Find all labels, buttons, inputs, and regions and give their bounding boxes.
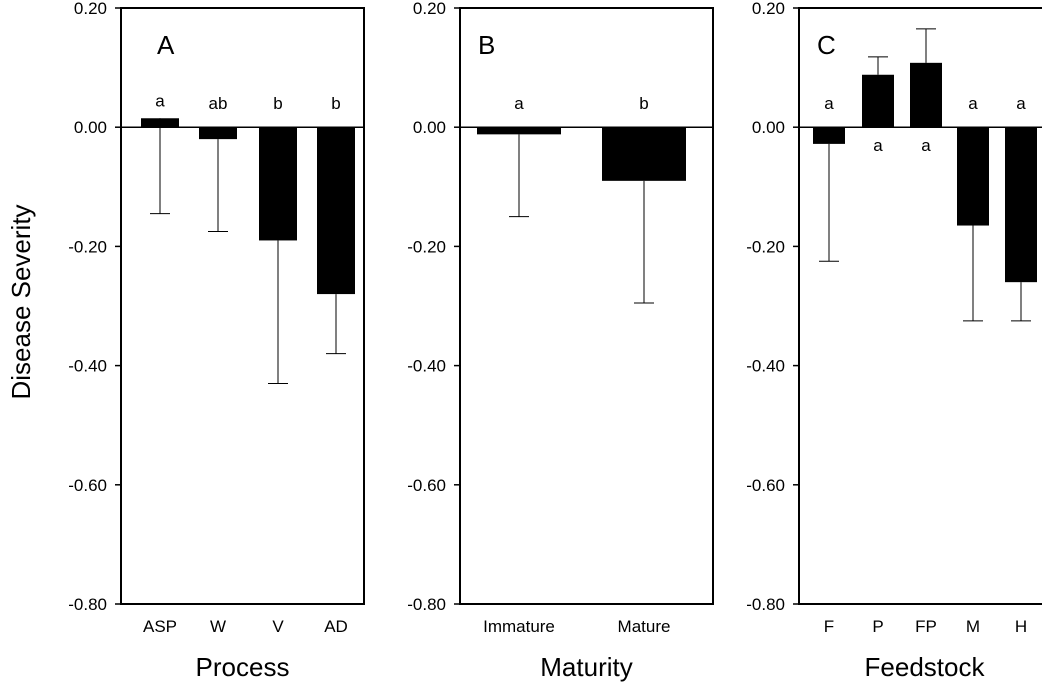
y-tick-label: -0.40 bbox=[407, 357, 446, 376]
category-label: FP bbox=[915, 617, 937, 636]
x-axis-title: Feedstock bbox=[865, 652, 986, 682]
y-tick-label: 0.20 bbox=[74, 0, 107, 18]
y-tick-label: -0.40 bbox=[68, 357, 107, 376]
category-label: P bbox=[872, 617, 883, 636]
bar bbox=[317, 127, 355, 294]
bar bbox=[1005, 127, 1037, 282]
y-tick-label: -0.20 bbox=[407, 237, 446, 256]
significance-letter: b bbox=[639, 94, 648, 113]
y-tick-label: -0.60 bbox=[746, 476, 785, 495]
y-tick-label: -0.80 bbox=[746, 595, 785, 614]
significance-letter: a bbox=[155, 91, 165, 110]
x-axis-title: Maturity bbox=[540, 652, 632, 682]
bar bbox=[862, 75, 894, 127]
bar bbox=[957, 127, 989, 225]
category-label: Immature bbox=[483, 617, 555, 636]
category-label: ASP bbox=[143, 617, 177, 636]
y-tick-label: 0.00 bbox=[752, 118, 785, 137]
x-axis-title: Process bbox=[196, 652, 290, 682]
panel-frame bbox=[460, 8, 713, 604]
category-label: W bbox=[210, 617, 226, 636]
y-tick-label: 0.20 bbox=[752, 0, 785, 18]
category-label: AD bbox=[324, 617, 348, 636]
y-tick-label: -0.60 bbox=[68, 476, 107, 495]
significance-letter: a bbox=[921, 136, 931, 155]
panel-label: B bbox=[478, 30, 495, 60]
significance-letter: a bbox=[514, 94, 524, 113]
significance-letter: a bbox=[1016, 94, 1026, 113]
bar bbox=[199, 127, 237, 139]
significance-letter: ab bbox=[209, 94, 228, 113]
y-tick-label: -0.20 bbox=[746, 237, 785, 256]
bar bbox=[813, 127, 845, 144]
y-tick-label: -0.20 bbox=[68, 237, 107, 256]
y-tick-label: -0.80 bbox=[407, 595, 446, 614]
y-tick-label: 0.00 bbox=[74, 118, 107, 137]
panel-label: C bbox=[817, 30, 836, 60]
significance-letter: a bbox=[968, 94, 978, 113]
y-tick-label: 0.20 bbox=[413, 0, 446, 18]
y-axis-title: Disease Severity bbox=[6, 204, 36, 399]
y-tick-label: -0.40 bbox=[746, 357, 785, 376]
category-label: M bbox=[966, 617, 980, 636]
bar bbox=[910, 63, 942, 127]
significance-letter: a bbox=[824, 94, 834, 113]
category-label: Mature bbox=[618, 617, 671, 636]
y-tick-label: -0.60 bbox=[407, 476, 446, 495]
panel-label: A bbox=[157, 30, 175, 60]
category-label: F bbox=[824, 617, 834, 636]
bar bbox=[477, 127, 561, 134]
significance-letter: b bbox=[331, 94, 340, 113]
y-tick-label: 0.00 bbox=[413, 118, 446, 137]
y-tick-label: -0.80 bbox=[68, 595, 107, 614]
significance-letter: a bbox=[873, 136, 883, 155]
significance-letter: b bbox=[273, 94, 282, 113]
category-label: H bbox=[1015, 617, 1027, 636]
category-label: V bbox=[272, 617, 284, 636]
bar bbox=[259, 127, 297, 240]
bar bbox=[602, 127, 686, 181]
